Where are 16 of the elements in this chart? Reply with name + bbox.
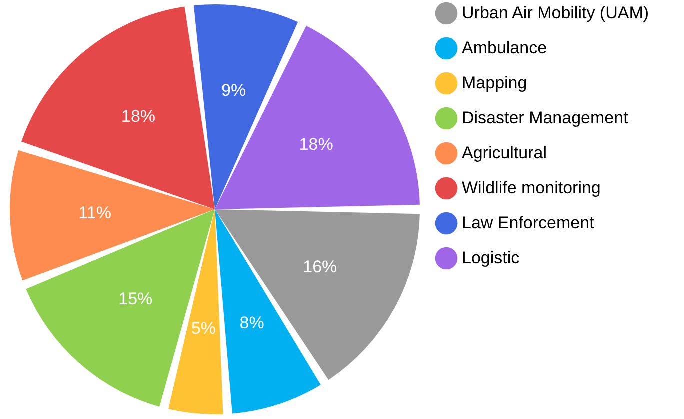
data-label: 11% — [78, 203, 112, 222]
legend-label: Urban Air Mobility (UAM) — [462, 4, 650, 22]
legend-label: Wildlife monitoring — [462, 178, 601, 198]
data-label: 18% — [299, 135, 334, 154]
legend-label: Mapping — [462, 74, 528, 92]
legend-label: Law Enforcement — [462, 214, 595, 232]
data-label: 9% — [221, 80, 246, 100]
data-label: 18% — [121, 107, 156, 126]
data-label: 16% — [303, 257, 338, 276]
legend-label: Disaster Management — [462, 108, 629, 128]
legend-label: Agricultural — [462, 144, 548, 162]
data-label: 15% — [118, 290, 153, 309]
data-label: 5% — [191, 318, 216, 338]
data-label: 8% — [240, 314, 264, 333]
legend-label: Logistic — [462, 248, 520, 268]
legend-label: Ambulance — [462, 38, 548, 58]
